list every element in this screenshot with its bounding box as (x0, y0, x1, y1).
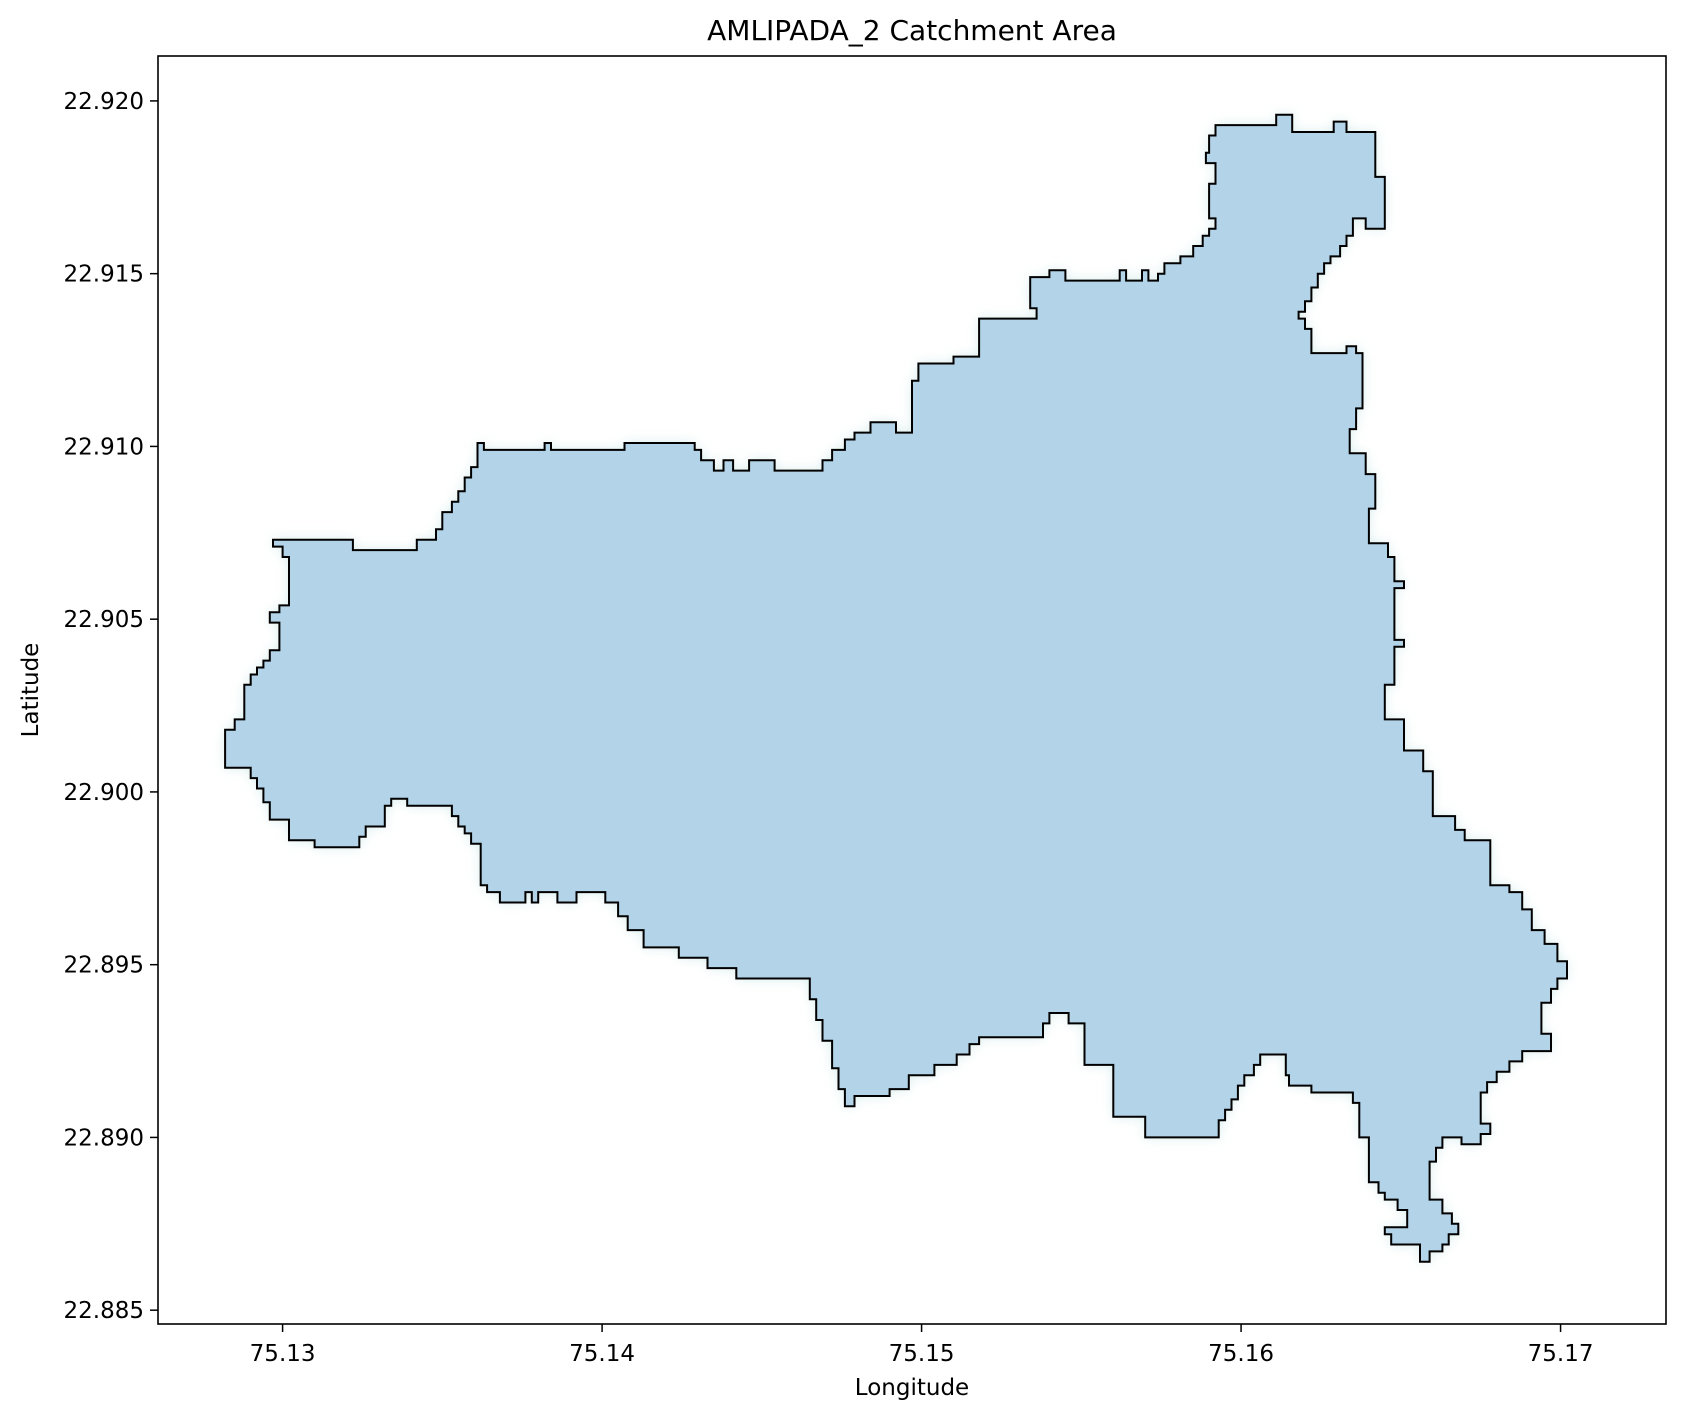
x-tick-label: 75.14 (569, 1341, 635, 1367)
x-tick-label: 75.16 (1208, 1341, 1274, 1367)
y-tick-label: 22.910 (64, 434, 144, 460)
y-tick-label: 22.920 (64, 89, 144, 115)
plot-area (157, 55, 1667, 1325)
catchment-area-polygon (224, 113, 1568, 1263)
y-tick-label: 22.915 (64, 262, 144, 288)
y-axis-ticks: 22.885 22.890 22.895 22.900 22.905 22.910 22.9… (64, 89, 158, 1324)
y-tick-label: 22.890 (64, 1125, 144, 1151)
x-axis-ticks: 75.13 75.14 75.15 75.16 75.17 (250, 1324, 1594, 1367)
chart-title: AMLIPADA_2 Catchment Area (707, 14, 1117, 47)
x-tick-label: 75.17 (1528, 1341, 1594, 1367)
axes-frame (157, 55, 1667, 1325)
x-axis-label: Longitude (855, 1375, 969, 1401)
y-tick-label: 22.885 (64, 1298, 144, 1324)
y-tick-label: 22.900 (64, 780, 144, 806)
x-tick-label: 75.13 (250, 1341, 316, 1367)
y-tick-label: 22.895 (64, 953, 144, 979)
y-axis-label: Latitude (18, 643, 44, 738)
y-tick-label: 22.905 (64, 607, 144, 633)
x-tick-label: 75.15 (889, 1341, 955, 1367)
